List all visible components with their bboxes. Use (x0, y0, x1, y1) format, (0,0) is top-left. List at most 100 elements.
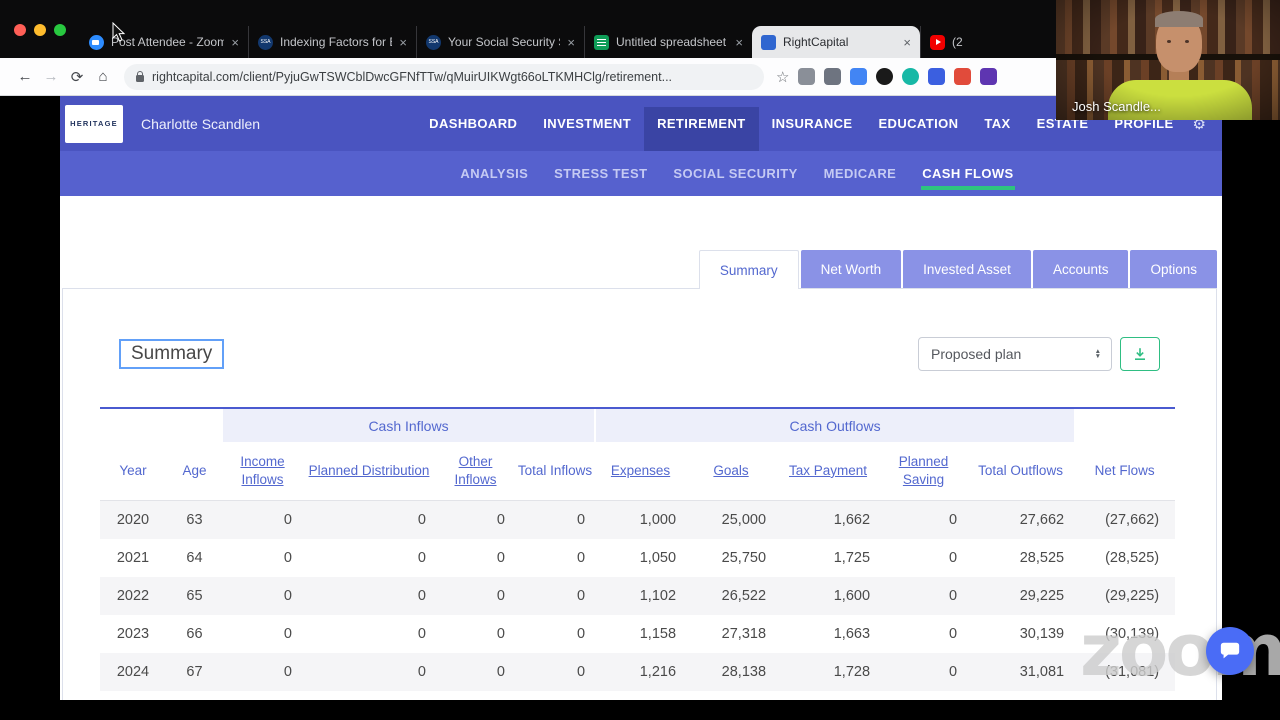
browser-tabs: Post Attendee - Zoom × SSA Indexing Fact… (80, 26, 1088, 58)
close-icon[interactable]: × (231, 34, 239, 50)
table-cell: 0 (283, 588, 292, 604)
close-icon[interactable]: × (399, 34, 407, 50)
browser-extension-icon[interactable] (850, 68, 868, 85)
browser-tab[interactable]: (2 (920, 26, 1088, 58)
table-cell: 2020 (116, 512, 150, 528)
nav-item-investment[interactable]: INVESTMENT (530, 96, 644, 151)
sheets-favicon-icon (594, 34, 609, 50)
close-window-button[interactable] (14, 24, 26, 36)
bookmark-star-icon[interactable]: ☆ (776, 68, 790, 86)
subnav-item-cash-flows[interactable]: CASH FLOWS (909, 151, 1026, 196)
browser-tab[interactable]: Untitled spreadsheet - × (584, 26, 752, 58)
table-cell: 0 (515, 691, 595, 700)
nav-item-insurance[interactable]: INSURANCE (759, 96, 866, 151)
padlock-icon[interactable] (136, 70, 144, 82)
logo-text: HERITAGE (70, 119, 118, 128)
tab-label: Invested Asset (923, 261, 1011, 277)
subnav-item-medicare[interactable]: MEDICARE (811, 151, 910, 196)
browser-tab[interactable]: SSA Your Social Security St × (416, 26, 584, 58)
chat-bubble-button[interactable] (1206, 627, 1254, 675)
subnav-label: MEDICARE (823, 166, 897, 181)
col-other-inflows[interactable]: Other Inflows (436, 442, 515, 501)
tab-accounts[interactable]: Accounts (1032, 250, 1129, 288)
nav-item-tax[interactable]: TAX (971, 96, 1023, 151)
table-cell: 1,728 (833, 664, 871, 680)
col-total-inflows: Total Inflows (515, 442, 596, 501)
browser-tab[interactable]: Post Attendee - Zoom × (80, 26, 248, 58)
tab-invested-asset[interactable]: Invested Asset (903, 250, 1031, 288)
card-header: Summary Proposed plan ▲ ▼ (119, 335, 1160, 373)
tab-label: Accounts (1052, 261, 1109, 277)
table-cell: 67 (186, 664, 203, 680)
extensions-row (789, 68, 998, 85)
browser-extension-icon[interactable] (980, 68, 998, 85)
download-button[interactable] (1120, 337, 1160, 371)
table-cell: 0 (576, 550, 586, 566)
sub-nav: ANALYSIS STRESS TEST SOCIAL SECURITY MED… (60, 151, 1222, 196)
nav-item-dashboard[interactable]: DASHBOARD (416, 96, 530, 151)
caret-down-icon: ▼ (1094, 353, 1101, 360)
plan-select[interactable]: Proposed plan ▲ ▼ (918, 337, 1112, 371)
table-cell: (32,052) (1074, 691, 1175, 700)
col-expenses[interactable]: Expenses (595, 442, 687, 501)
participant-name-label: Josh Scandle... (1072, 99, 1161, 114)
table-cell: 1,102 (639, 588, 677, 604)
tab-title: (2 (952, 35, 963, 49)
tab-summary[interactable]: Summary (698, 250, 799, 289)
close-icon[interactable]: × (903, 34, 911, 50)
tab-title: Indexing Factors for Ea (280, 35, 393, 49)
col-goals[interactable]: Goals (686, 442, 777, 501)
minimize-window-button[interactable] (34, 24, 46, 36)
webcam-video: Josh Scandle... (1056, 0, 1280, 120)
subnav-item-stress-test[interactable]: STRESS TEST (541, 151, 660, 196)
table-cell: 32,052 (967, 691, 1074, 700)
browser-extension-icon[interactable] (954, 68, 972, 85)
col-tax-payment[interactable]: Tax Payment (776, 442, 881, 501)
table-row: 2024 67 0 0 0 0 1,216 28,138 1,728 0 31,081 (31,081… (100, 653, 1176, 691)
browser-extension-icon[interactable] (824, 68, 842, 85)
table-cell: 0 (948, 664, 958, 680)
table-cell: 2025 (100, 691, 166, 700)
tab-options[interactable]: Options (1130, 250, 1217, 288)
plan-select-value: Proposed plan (931, 346, 1022, 362)
browser-extension-icon[interactable] (902, 68, 920, 85)
table-cell: 0 (948, 626, 958, 642)
col-income-inflows[interactable]: Income Inflows (223, 442, 302, 501)
back-icon[interactable]: ← (17, 68, 33, 85)
col-planned-distribution[interactable]: Planned Distribution (302, 442, 436, 501)
browser-tab[interactable]: SSA Indexing Factors for Ea × (248, 26, 416, 58)
close-icon[interactable]: × (567, 34, 575, 50)
tab-net-worth[interactable]: Net Worth (800, 250, 902, 288)
table-cell: 0 (496, 664, 505, 680)
rightcapital-page: HERITAGE Charlotte Scandlen DASHBOARD IN… (60, 96, 1222, 700)
youtube-favicon-icon (930, 34, 945, 50)
col-net-flows: Net Flows (1074, 442, 1176, 501)
table-row: 20256800001,27628,9821,794032,052(32,052… (100, 691, 1175, 700)
browser-extension-icon[interactable] (876, 68, 894, 85)
subnav-item-analysis[interactable]: ANALYSIS (447, 151, 541, 196)
table-cell: 63 (186, 512, 203, 528)
address-bar[interactable]: rightcapital.com/client/PyjuGwTSWCblDwcG… (124, 63, 764, 90)
col-planned-saving[interactable]: Planned Saving (880, 442, 968, 501)
browser-extension-icon[interactable] (798, 68, 816, 85)
forward-icon[interactable]: → (43, 68, 59, 85)
browser-tab-active[interactable]: RightCapital × (752, 26, 920, 58)
table-row: 2020 63 0 0 0 0 1,000 25,000 1,662 0 27,662 (27,662… (100, 500, 1176, 539)
tab-title: Your Social Security St (448, 35, 561, 49)
select-carets-icon: ▲ ▼ (1094, 347, 1101, 360)
table-cell: 0 (417, 664, 426, 680)
reload-icon[interactable]: ⟳ (70, 68, 84, 86)
nav-item-retirement[interactable]: RETIREMENT (644, 96, 759, 151)
subnav-item-social-security[interactable]: SOCIAL SECURITY (660, 151, 810, 196)
caret-up-icon: ▲ (1094, 347, 1101, 355)
table-row: 2023 66 0 0 0 0 1,158 27,318 1,663 0 30,139 (30,139… (100, 615, 1175, 653)
table-cell: 29,225 (1019, 588, 1065, 604)
close-icon[interactable]: × (735, 34, 743, 50)
home-icon[interactable]: ⌂ (98, 68, 108, 85)
nav-label: TAX (984, 116, 1011, 131)
browser-extension-icon[interactable] (928, 68, 946, 85)
table-cell: 68 (166, 691, 223, 700)
table-cell: 0 (576, 512, 586, 528)
nav-item-education[interactable]: EDUCATION (865, 96, 971, 151)
zoom-window-button[interactable] (54, 24, 66, 36)
